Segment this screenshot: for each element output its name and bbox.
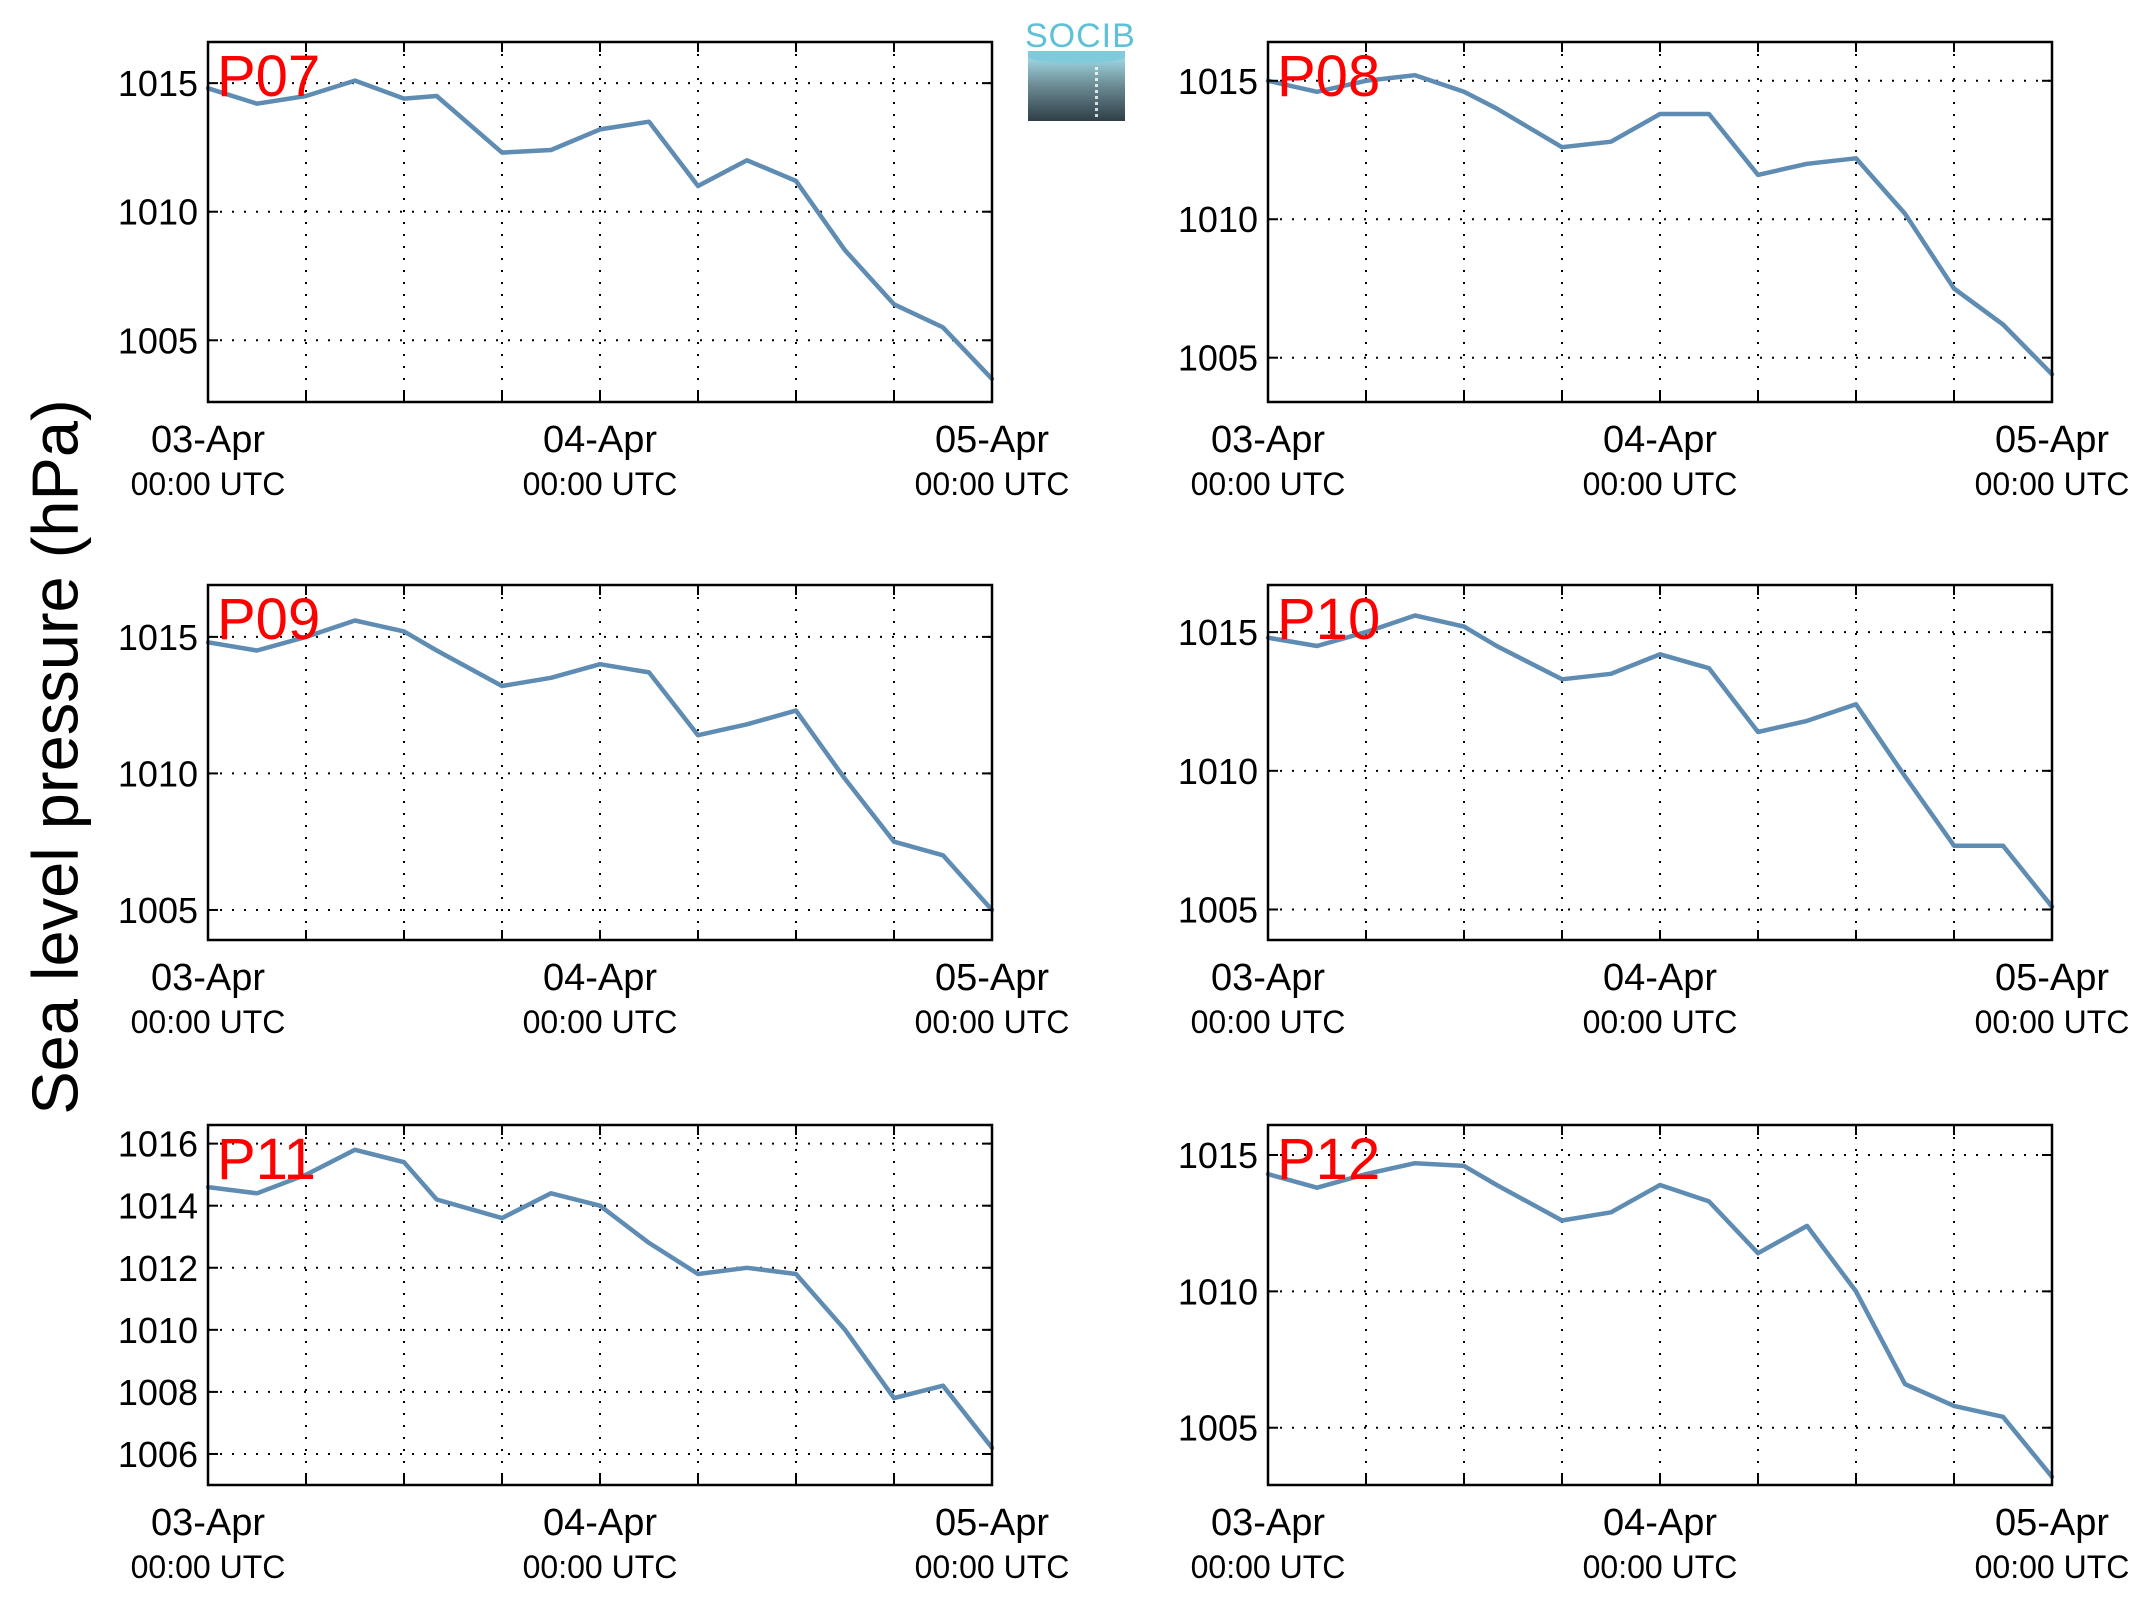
x-tick-label-time: 00:00 UTC xyxy=(1191,1549,1346,1585)
x-tick-label-date: 05-Apr xyxy=(1995,1502,2109,1544)
x-tick-label-time: 00:00 UTC xyxy=(1583,1004,1738,1040)
x-tick-label-time: 00:00 UTC xyxy=(915,466,1070,502)
plot-area xyxy=(208,585,992,940)
x-tick-label-date: 04-Apr xyxy=(543,1502,657,1544)
x-tick-label-date: 04-Apr xyxy=(543,419,657,461)
socib-logo: SOCIB xyxy=(1025,17,1136,121)
x-tick-label-time: 00:00 UTC xyxy=(523,1004,678,1040)
y-tick-label: 1010 xyxy=(1178,751,1258,792)
x-tick-label-date: 05-Apr xyxy=(935,1502,1049,1544)
chart-panel: 1005 1010 1015 03-Apr 00:00 UTC 04-Apr 00:00 U… xyxy=(118,583,1070,1040)
y-tick-label: 1005 xyxy=(118,890,198,931)
x-tick-label-time: 00:00 UTC xyxy=(1975,466,2130,502)
x-tick-label-time: 00:00 UTC xyxy=(131,466,286,502)
plot-area xyxy=(1268,585,2052,940)
x-tick-label-date: 03-Apr xyxy=(151,419,265,461)
x-tick-label-time: 00:00 UTC xyxy=(1975,1549,2130,1585)
y-tick-label: 1015 xyxy=(118,617,198,658)
y-tick-label: 1015 xyxy=(118,63,198,104)
y-tick-label: 1005 xyxy=(1178,338,1258,379)
x-tick-label-time: 00:00 UTC xyxy=(1191,466,1346,502)
x-tick-label-time: 00:00 UTC xyxy=(915,1549,1070,1585)
socib-logo-wave xyxy=(1028,51,1125,63)
x-tick-label-date: 03-Apr xyxy=(151,957,265,999)
x-tick-label-date: 04-Apr xyxy=(543,957,657,999)
x-tick-label-date: 03-Apr xyxy=(1211,1502,1325,1544)
y-tick-label: 1016 xyxy=(118,1124,198,1165)
panel-label: P07 xyxy=(217,44,320,109)
y-tick-label: 1010 xyxy=(118,1310,198,1351)
chart-panel: 1005 1010 1015 03-Apr 00:00 UTC 04-Apr 00:00 U… xyxy=(118,40,1070,502)
x-tick-label-date: 05-Apr xyxy=(1995,957,2109,999)
y-tick-label: 1012 xyxy=(118,1248,198,1289)
x-tick-label-date: 03-Apr xyxy=(1211,957,1325,999)
chart-panel: 1006 1008 1010 1012 1014 1016 03-Apr 00:00 UTC 0… xyxy=(118,1124,1069,1585)
panel-label: P08 xyxy=(1277,44,1380,109)
y-tick-label: 1010 xyxy=(118,192,198,233)
y-tick-label: 1005 xyxy=(1178,1408,1258,1449)
chart-panel: 1005 1010 1015 03-Apr 00:00 UTC 04-Apr 00:00 U… xyxy=(1178,583,2130,1040)
y-tick-label: 1006 xyxy=(118,1434,198,1475)
y-tick-label: 1015 xyxy=(1178,1135,1258,1176)
panel-label: P10 xyxy=(1277,587,1380,652)
y-tick-label: 1008 xyxy=(118,1372,198,1413)
x-tick-label-date: 04-Apr xyxy=(1603,957,1717,999)
x-tick-label-date: 05-Apr xyxy=(935,419,1049,461)
panel-label: P11 xyxy=(217,1127,316,1192)
x-tick-label-date: 04-Apr xyxy=(1603,419,1717,461)
x-tick-label-time: 00:00 UTC xyxy=(131,1004,286,1040)
x-tick-label-time: 00:00 UTC xyxy=(523,466,678,502)
x-tick-label-time: 00:00 UTC xyxy=(1583,1549,1738,1585)
panel-label: P09 xyxy=(217,587,320,652)
x-tick-label-time: 00:00 UTC xyxy=(915,1004,1070,1040)
y-tick-label: 1015 xyxy=(1178,61,1258,102)
x-tick-label-date: 03-Apr xyxy=(151,1502,265,1544)
y-tick-label: 1005 xyxy=(1178,889,1258,930)
x-tick-label-time: 00:00 UTC xyxy=(1975,1004,2130,1040)
panel-label: P12 xyxy=(1277,1127,1380,1192)
x-tick-label-date: 03-Apr xyxy=(1211,419,1325,461)
chart-panel: 1005 1010 1015 03-Apr 00:00 UTC 04-Apr 00:00 U… xyxy=(1178,1123,2130,1585)
socib-logo-text: SOCIB xyxy=(1025,17,1136,55)
x-tick-label-date: 05-Apr xyxy=(1995,419,2109,461)
x-tick-label-date: 05-Apr xyxy=(935,957,1049,999)
y-tick-label: 1005 xyxy=(118,320,198,361)
y-tick-label: 1010 xyxy=(118,753,198,794)
y-tick-label: 1010 xyxy=(1178,199,1258,240)
x-tick-label-time: 00:00 UTC xyxy=(1191,1004,1346,1040)
y-tick-label: 1015 xyxy=(1178,612,1258,653)
y-tick-label: 1014 xyxy=(118,1186,198,1227)
x-tick-label-time: 00:00 UTC xyxy=(523,1549,678,1585)
x-tick-label-time: 00:00 UTC xyxy=(131,1549,286,1585)
y-tick-label: 1010 xyxy=(1178,1271,1258,1312)
chart-panel: 1005 1010 1015 03-Apr 00:00 UTC 04-Apr 00:00 U… xyxy=(1178,40,2130,502)
x-tick-label-date: 04-Apr xyxy=(1603,1502,1717,1544)
socib-logo-mark xyxy=(1028,57,1125,121)
socib-logo-dots xyxy=(1095,67,1098,117)
x-tick-label-time: 00:00 UTC xyxy=(1583,466,1738,502)
